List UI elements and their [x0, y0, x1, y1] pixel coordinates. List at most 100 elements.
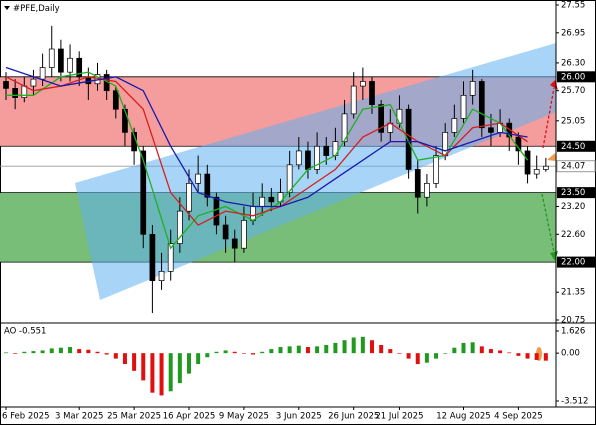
ao-bar: [370, 340, 374, 354]
candle-body: [76, 57, 83, 78]
ao-bar: [168, 353, 173, 392]
candle-body: [213, 196, 220, 226]
ao-bar: [122, 353, 127, 365]
ao-bar: [461, 342, 466, 354]
ao-bar: [4, 352, 8, 354]
x-tick-label: 21 Jul 2025: [375, 412, 423, 422]
candle-body: [488, 127, 494, 133]
moving-average: [5, 66, 528, 208]
ao-bar: [22, 351, 27, 354]
candle-body: [305, 150, 311, 170]
ao-bar: [379, 344, 384, 354]
y-tick-label: 0.00: [561, 349, 580, 359]
candle-body: [424, 182, 430, 198]
ao-bar: [214, 351, 219, 354]
candle-body: [524, 150, 531, 175]
ao-bar: [351, 337, 356, 354]
candle-body: [158, 271, 165, 281]
ao-bar: [223, 350, 228, 354]
candle-body: [204, 173, 211, 198]
candle-body: [241, 220, 247, 249]
ao-bar: [31, 351, 36, 354]
y-tick-label: 23.20: [561, 202, 585, 212]
current-price-label: 24.07: [561, 162, 585, 172]
candle-body: [3, 81, 9, 89]
ao-bar: [205, 353, 210, 358]
ao-bar: [278, 347, 283, 354]
moving-average: [5, 76, 528, 226]
ao-bar: [534, 353, 539, 360]
ao-bar: [543, 353, 548, 361]
candle-body: [48, 48, 55, 68]
candle-body: [469, 81, 476, 96]
candle-body: [167, 243, 174, 272]
candle-body: [533, 169, 540, 175]
x-tick-label: 3 Mar 2025: [55, 412, 103, 422]
candle-body: [58, 48, 64, 73]
x-tick-label: 16 Apr 2025: [163, 412, 216, 422]
ao-label: AO -0.551: [4, 327, 46, 337]
x-tick-label: 12 Aug 2025: [436, 412, 490, 422]
candle-body: [30, 78, 37, 87]
price-marker: [547, 153, 556, 161]
candle-body: [451, 118, 458, 133]
y-tick-label: 27.55: [561, 1, 585, 11]
candle-body: [186, 182, 192, 212]
ao-bar: [251, 353, 256, 355]
ao-bar: [406, 353, 411, 359]
level-label: 22.00: [561, 258, 585, 268]
ao-bar: [324, 344, 329, 354]
candle-body: [460, 94, 467, 119]
current-price-box: [556, 160, 596, 173]
ao-bar: [95, 351, 100, 354]
ao-bar: [260, 351, 265, 354]
ao-bar: [360, 336, 365, 354]
candle-body: [286, 164, 293, 193]
ao-bar: [68, 347, 73, 354]
ao-bar: [287, 346, 292, 354]
level-label-box: [557, 140, 595, 152]
candle-body: [259, 196, 266, 207]
candle-body: [39, 67, 46, 80]
ao-bar: [488, 349, 493, 354]
candle-body: [268, 196, 275, 203]
candle-body: [323, 145, 330, 156]
up-arrow: [542, 87, 555, 149]
x-tick-label: 4 Sep 2025: [494, 412, 542, 422]
ao-bar: [196, 353, 201, 365]
candle-body: [414, 169, 421, 198]
candle-body: [314, 145, 320, 170]
ao-bar: [86, 349, 91, 354]
ao-bar: [470, 342, 475, 354]
ao-bar: [424, 353, 429, 363]
y-tick-label: 22.60: [561, 230, 585, 240]
candle-body: [177, 210, 183, 244]
ao-bar: [525, 353, 530, 359]
candle-body: [378, 104, 384, 133]
ao-bar: [159, 353, 164, 396]
ao-bar: [415, 353, 420, 365]
level-label-box: [557, 71, 595, 83]
ao-bar: [333, 342, 338, 354]
candle-body: [112, 90, 119, 110]
ao-bar: [498, 350, 503, 354]
ao-bar: [397, 353, 402, 354]
candle-body: [12, 88, 18, 98]
title-icon: [4, 6, 10, 10]
level-label: 23.50: [561, 188, 585, 198]
ao-bar: [232, 351, 237, 354]
candle-body: [369, 81, 375, 105]
candle-body: [67, 57, 73, 73]
ao-bar: [516, 353, 521, 356]
level-label: 26.00: [561, 72, 585, 82]
ao-bar: [305, 347, 310, 354]
y-tick-label: 21.35: [561, 288, 585, 298]
candle-body: [360, 81, 366, 87]
x-tick-label: 3 Jun 2025: [276, 412, 322, 422]
ao-bar: [452, 347, 457, 354]
candle-body: [122, 108, 128, 133]
candle-body: [231, 238, 238, 249]
y-tick-label: 20.75: [561, 316, 585, 326]
ao-bar: [388, 349, 393, 354]
